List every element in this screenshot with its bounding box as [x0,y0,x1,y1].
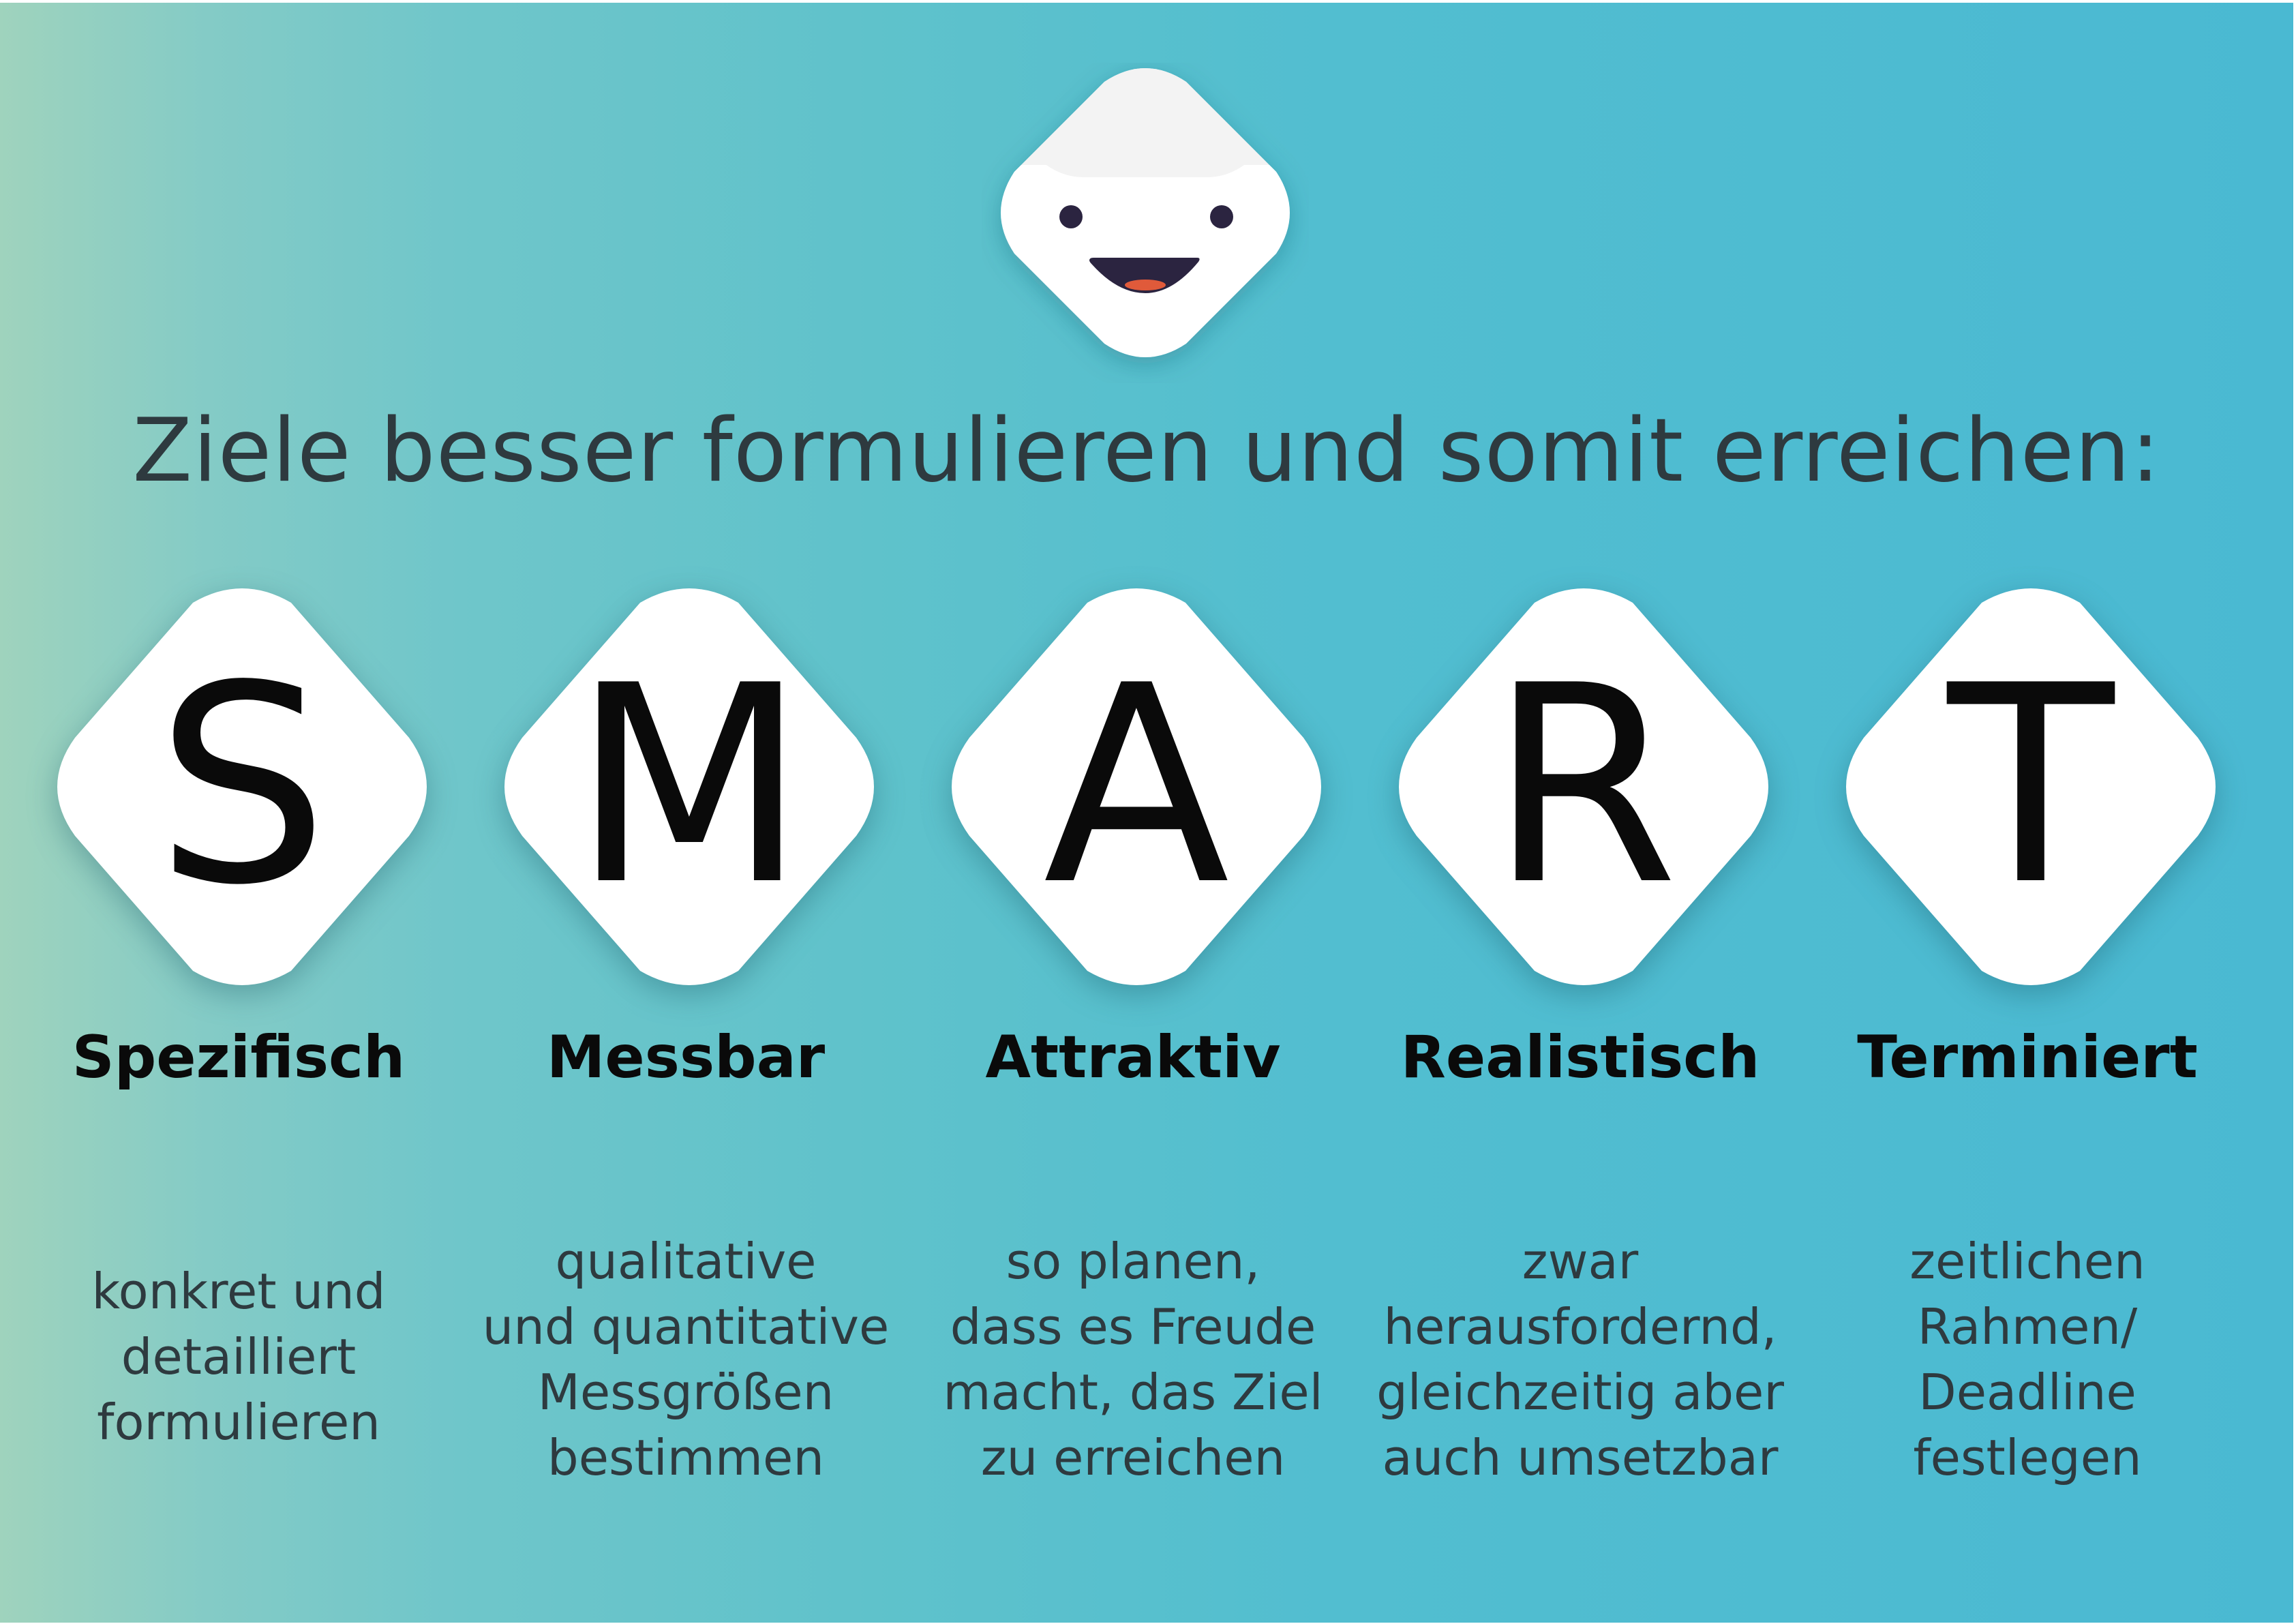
description-line: formulieren [97,1394,380,1451]
smart-item-s: S Spezifisch konkret und detailliert for… [20,588,457,1544]
word-realistisch: Realistisch [1400,1023,1760,1092]
smiling-face-mascot-icon [1001,68,1290,357]
smart-item-a: A Attraktiv so planen, dass es Freude ma… [915,588,1351,1544]
mascot-mouth [1089,258,1200,293]
description-line: dass es Freude [950,1298,1316,1355]
description-spezifisch: konkret und detailliert formulieren [20,1259,457,1455]
description-line: zwar [1522,1233,1639,1290]
smart-item-m: M Messbar qualitative und quantitative M… [468,588,904,1544]
mascot-tongue [1125,280,1166,290]
description-line: und quantitative [482,1298,890,1355]
headline: Ziele besser formulieren und somit errei… [132,400,2161,502]
description-line: konkret und [91,1263,386,1320]
background-panel: Ziele besser formulieren und somit errei… [0,3,2293,1623]
word-terminiert: Terminiert [1857,1023,2198,1092]
smart-item-r: R Realistisch zwar herausfordernd, gleic… [1362,588,1798,1544]
description-line: festlegen [1913,1429,2142,1486]
description-line: zeitlichen [1909,1233,2145,1290]
mascot-left-eye [1059,205,1083,228]
description-realistisch: zwar herausfordernd, gleichzeitig aber a… [1362,1229,1798,1490]
mascot-right-eye [1210,205,1233,228]
letter-m: M [571,628,807,945]
description-attraktiv: so planen, dass es Freude macht, das Zie… [915,1229,1351,1490]
description-messbar: qualitative und quantitative Messgrößen … [468,1229,904,1490]
description-line: Deadline [1918,1364,2136,1421]
letter-tile-a: A [942,588,1331,985]
letter-t: T [1947,628,2115,945]
letter-a: A [1043,628,1230,945]
description-terminiert: zeitlichen Rahmen/ Deadline festlegen [1809,1229,2246,1490]
letter-tile-r: R [1389,588,1778,985]
letter-tile-s: S [48,588,436,985]
word-spezifisch: Spezifisch [72,1023,406,1092]
description-line: Messgrößen [537,1364,834,1421]
description-line: so planen, [1006,1233,1260,1290]
description-line: gleichzeitig aber [1376,1364,1784,1421]
word-messbar: Messbar [546,1023,826,1092]
description-line: zu erreichen [980,1429,1286,1486]
letter-r: R [1489,628,1678,945]
description-line: auch umsetzbar [1382,1429,1779,1486]
smart-item-t: T Terminiert zeitlichen Rahmen/ Deadline… [1809,588,2246,1544]
word-attraktiv: Attraktiv [985,1023,1281,1092]
description-line: bestimmen [547,1429,824,1486]
letter-tile-m: M [495,588,883,985]
mascot-hair [1001,68,1290,177]
description-line: Rahmen/ [1917,1298,2138,1355]
description-line: herausfordernd, [1383,1298,1777,1355]
description-line: macht, das Ziel [943,1364,1323,1421]
letter-s: S [155,628,329,945]
mascot-icon [982,63,1309,383]
letter-tile-t: T [1837,588,2225,985]
description-line: qualitative [555,1233,817,1290]
description-line: detailliert [121,1328,357,1385]
